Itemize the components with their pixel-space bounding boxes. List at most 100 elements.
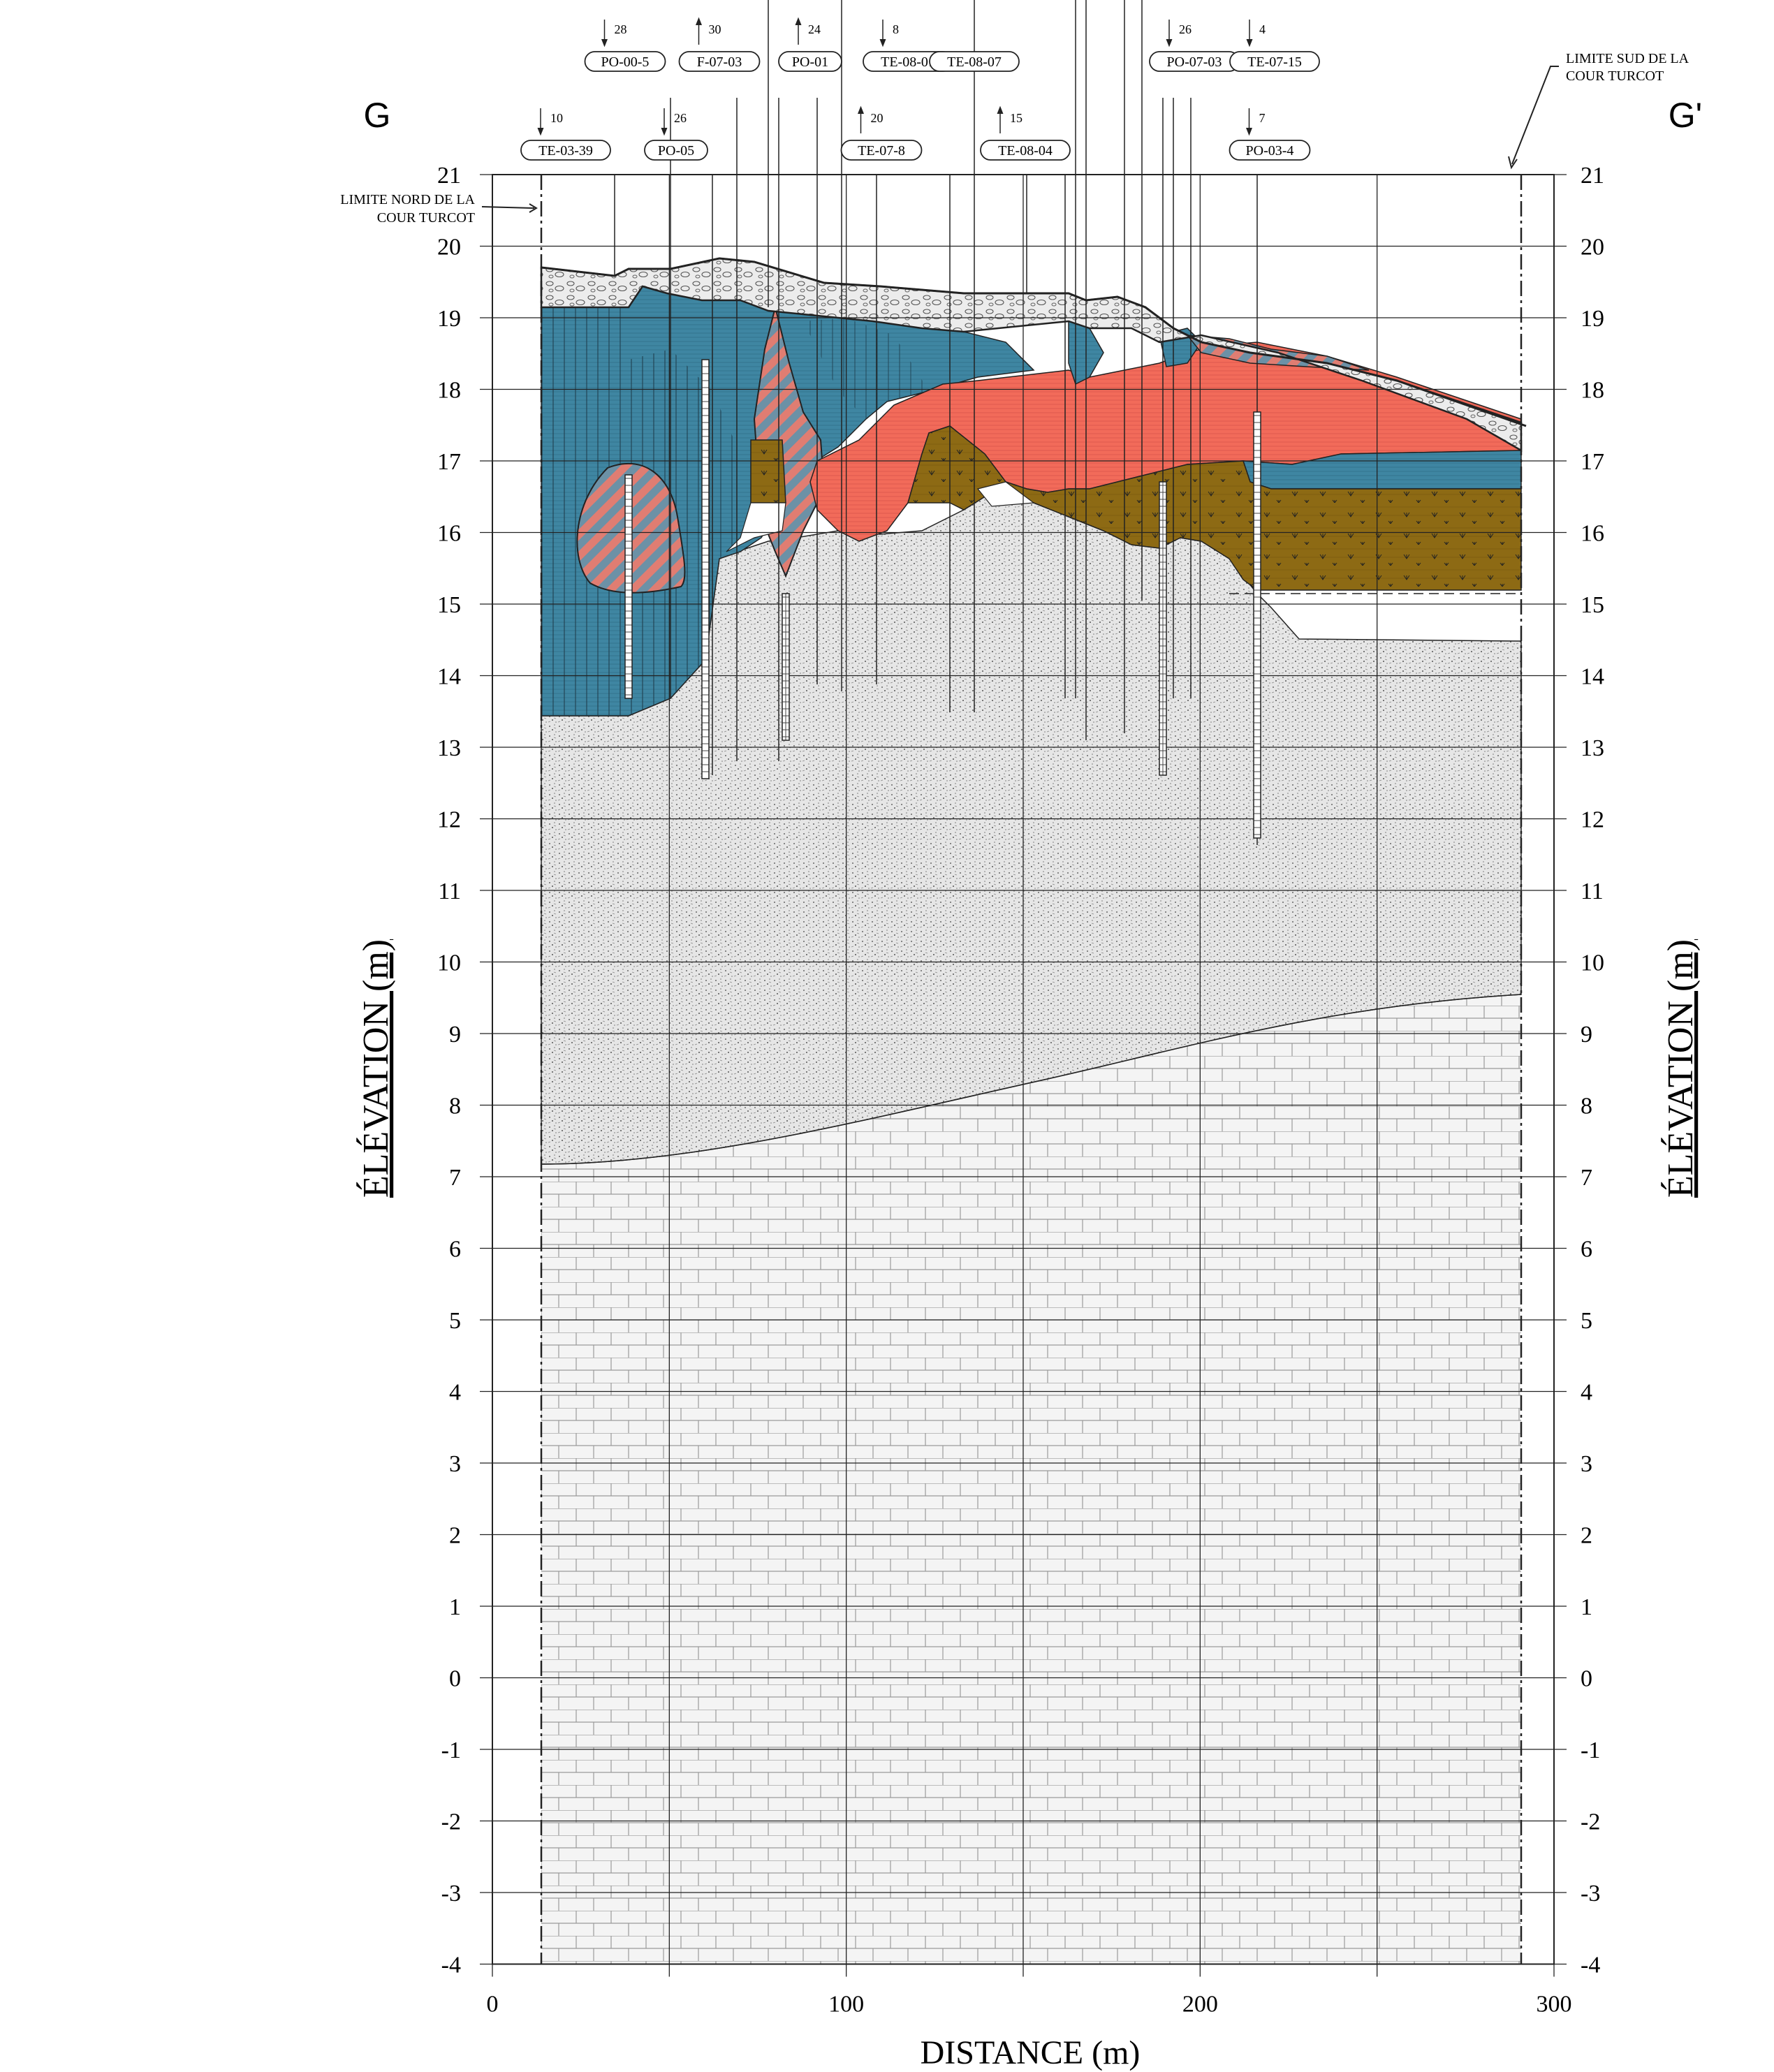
- offset-arrow-head: [537, 127, 544, 136]
- borehole-offset: 10: [550, 111, 563, 125]
- y-tick-label: -4: [1581, 1953, 1600, 1978]
- borehole-tag-box: [1229, 140, 1311, 161]
- north-limit-line1: LIMITE NORD DE LA: [340, 192, 475, 207]
- borehole-offset: 26: [1179, 22, 1192, 36]
- borehole-tag-box: [678, 51, 761, 72]
- y-tick-label: -2: [441, 1809, 461, 1835]
- y-tick-label: 18: [1581, 378, 1604, 404]
- y-tick-label: 0: [1581, 1666, 1592, 1692]
- peat-lens-left: [750, 439, 786, 504]
- borehole-offset: 8: [893, 22, 899, 36]
- y-tick-label: 12: [437, 807, 461, 833]
- y-tick-label: 19: [437, 306, 461, 332]
- y-tick-label: 14: [1581, 664, 1604, 690]
- y-tick-label: 5: [449, 1308, 461, 1334]
- x-tick-labels: 0 100 200 300: [487, 1992, 1572, 2018]
- south-limit-arrow: [1508, 66, 1559, 170]
- y-tick-label: 7: [449, 1165, 461, 1191]
- y-tick-label: 9: [449, 1022, 461, 1048]
- borehole-offset: 15: [1010, 111, 1022, 125]
- borehole-id: TE-03-39: [538, 143, 593, 159]
- borehole-tags-upper: PO-00-5 28 F-07-03 30 PO-01 24 TE-08-01 8 TE-08-…: [584, 17, 1320, 72]
- y-tick-label: -1: [441, 1737, 461, 1763]
- y-tick-label: 15: [437, 592, 461, 618]
- borehole-offset: 28: [615, 22, 627, 36]
- sand-lens-2: [726, 502, 786, 552]
- x-tick-label: 100: [828, 1992, 864, 2018]
- borehole-id: TE-08-07: [947, 54, 1002, 70]
- y-tick-label: 21: [1581, 163, 1604, 189]
- borehole-id: F-07-03: [697, 54, 742, 70]
- borehole-tag-box: [520, 140, 611, 161]
- borehole-id: PO-00-5: [601, 54, 650, 70]
- borehole-id: TE-07-8: [858, 143, 905, 159]
- bedrock-layer: [541, 994, 1521, 1964]
- y-axis-label-left: ÉLÉVATION (m): [355, 939, 396, 1198]
- y-tick-label: 13: [437, 735, 461, 761]
- y-tick-label: 2: [1581, 1523, 1592, 1549]
- offset-arrow-head: [1246, 38, 1253, 47]
- y-tick-label: 16: [1581, 521, 1604, 547]
- piezometer-screen: [1253, 411, 1261, 839]
- y-tick-labels-left: 2120191817161514131211109876543210-1-2-3…: [437, 163, 461, 1978]
- borehole-offset: 7: [1259, 111, 1266, 125]
- y-tick-label: 17: [437, 449, 461, 475]
- x-tick-label: 300: [1537, 1992, 1572, 2018]
- sand-lens: [976, 481, 1035, 507]
- y-tick-label: 20: [437, 235, 461, 260]
- borehole-tag-box: [644, 140, 708, 161]
- section-label-right: G': [1669, 96, 1702, 135]
- borehole-tag-box: [584, 51, 666, 72]
- y-tick-label: 10: [1581, 950, 1604, 976]
- borehole-tag-box: [778, 51, 842, 72]
- y-tick-label: 19: [1581, 306, 1604, 332]
- y-tick-label: 11: [1581, 879, 1604, 904]
- borehole-offset: 30: [709, 22, 721, 36]
- y-tick-label: 4: [449, 1380, 461, 1406]
- x-tick-label: 200: [1182, 1992, 1218, 2018]
- borehole-tag-box: [840, 140, 923, 161]
- y-tick-label: 20: [1581, 235, 1604, 260]
- borehole-tag-box: [929, 51, 1020, 72]
- y-tick-label: 0: [449, 1666, 461, 1692]
- borehole-traces: [614, 0, 1261, 845]
- strata: [540, 257, 1527, 1964]
- y-tick-label: 9: [1581, 1022, 1592, 1048]
- y-tick-label: -2: [1581, 1809, 1600, 1835]
- piezometer-screen: [701, 359, 710, 779]
- x-tick-label: 0: [487, 1992, 499, 2018]
- y-tick-label: 17: [1581, 449, 1604, 475]
- borehole-offset: 4: [1259, 22, 1266, 36]
- y-tick-label: 10: [437, 950, 461, 976]
- y-tick-label: 1: [1581, 1594, 1592, 1620]
- y-tick-label: 8: [1581, 1094, 1592, 1119]
- north-limit-line2: COUR TURCOT: [377, 210, 475, 226]
- y-tick-label: 12: [1581, 807, 1604, 833]
- borehole-id: PO-03-4: [1246, 143, 1294, 159]
- south-limit-line1: LIMITE SUD DE LA: [1566, 51, 1689, 66]
- borehole-id: PO-01: [792, 54, 828, 70]
- offset-arrow-head: [858, 105, 864, 115]
- y-tick-label: -1: [1581, 1737, 1600, 1763]
- y-tick-label: -3: [441, 1881, 461, 1906]
- piezometer-screen: [782, 593, 790, 741]
- grid-lines: [480, 174, 1567, 1977]
- peat-layer: [907, 425, 1522, 591]
- borehole-id: PO-05: [658, 143, 694, 159]
- offset-arrow-head: [1166, 38, 1173, 47]
- y-tick-label: 7: [1581, 1165, 1592, 1191]
- south-limit-line2: COUR TURCOT: [1566, 68, 1664, 84]
- x-axis-label: DISTANCE (m): [921, 2034, 1141, 2071]
- offset-arrow-head: [795, 17, 802, 26]
- borehole-offset: 24: [808, 22, 821, 36]
- y-tick-label: 1: [449, 1594, 461, 1620]
- borehole-tags-lower: TE-03-39 10 PO-05 26 TE-07-8 20 TE-08-04 15 PO-0…: [520, 105, 1311, 161]
- offset-arrow-head: [879, 38, 886, 47]
- offset-arrow-head: [696, 17, 702, 26]
- offset-arrow-head: [997, 105, 1004, 115]
- borehole-id: TE-08-01: [881, 54, 935, 70]
- y-tick-label: 5: [1581, 1308, 1592, 1334]
- y-tick-label: 6: [449, 1237, 461, 1263]
- offset-arrow-head: [601, 38, 608, 47]
